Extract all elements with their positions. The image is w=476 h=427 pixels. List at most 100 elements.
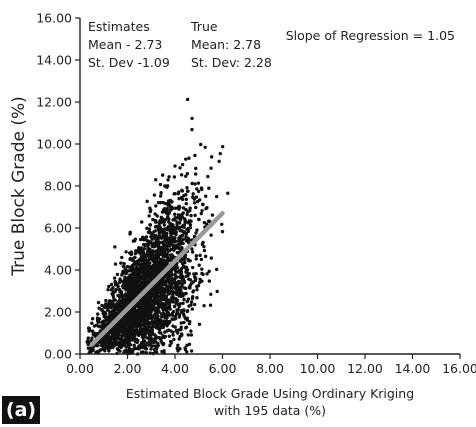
- scatter-point: [170, 299, 174, 303]
- scatter-point: [199, 257, 204, 262]
- scatter-point: [166, 259, 171, 263]
- scatter-point: [203, 254, 208, 259]
- scatter-point: [100, 303, 104, 308]
- scatter-point: [122, 283, 126, 288]
- scatter-point: [135, 324, 140, 328]
- scatter-point: [162, 227, 167, 231]
- scatter-point: [147, 333, 152, 337]
- y-tick-label: 14.00: [36, 53, 72, 68]
- scatter-point: [214, 194, 219, 199]
- scatter-point: [142, 309, 147, 314]
- scatter-point: [96, 319, 101, 324]
- scatter-point: [203, 145, 207, 149]
- scatter-point: [136, 310, 140, 315]
- scatter-point: [90, 336, 94, 340]
- scatter-point: [172, 236, 177, 240]
- scatter-point: [179, 327, 183, 332]
- scatter-point: [165, 208, 169, 212]
- scatter-point: [122, 293, 126, 298]
- scatter-point: [165, 287, 169, 292]
- scatter-point: [166, 228, 171, 232]
- scatter-point: [113, 283, 118, 287]
- scatter-point: [139, 331, 144, 335]
- scatter-point: [160, 341, 164, 345]
- scatter-point: [174, 287, 178, 292]
- scatter-point: [134, 249, 139, 253]
- y-tick-label: 2.00: [44, 305, 72, 320]
- scatter-point: [154, 178, 158, 182]
- scatter-point: [190, 281, 194, 285]
- scatter-point: [193, 172, 198, 176]
- scatter-point: [162, 261, 166, 266]
- true-stdev: St. Dev: 2.28: [191, 55, 272, 70]
- scatter-point: [141, 350, 145, 354]
- scatter-point: [163, 184, 167, 188]
- scatter-point: [208, 303, 213, 307]
- scatter-point: [134, 262, 139, 267]
- scatter-point: [111, 341, 115, 345]
- scatter-point: [144, 242, 149, 246]
- scatter-point: [182, 223, 187, 227]
- scatter-point: [190, 181, 194, 186]
- scatter-point: [166, 225, 170, 229]
- scatter-point: [179, 239, 184, 244]
- scatter-point: [178, 259, 182, 263]
- scatter-point: [161, 325, 166, 329]
- scatter-point: [202, 248, 207, 253]
- scatter-point: [190, 296, 195, 301]
- scatter-point: [130, 309, 135, 313]
- true-mean: Mean: 2.78: [191, 37, 261, 52]
- scatter-point: [129, 276, 133, 280]
- scatter-point: [197, 280, 202, 285]
- scatter-point: [147, 214, 151, 218]
- scatter-point: [154, 340, 158, 344]
- scatter-point: [90, 349, 95, 353]
- scatter-point: [102, 322, 106, 327]
- scatter-point: [160, 294, 164, 299]
- scatter-point: [115, 341, 119, 346]
- scatter-point: [162, 233, 166, 237]
- scatter-point: [127, 350, 131, 354]
- scatter-point: [159, 285, 163, 290]
- scatter-point: [131, 239, 136, 243]
- scatter-point: [175, 266, 180, 270]
- scatter-point: [144, 254, 148, 258]
- scatter-point: [179, 321, 183, 325]
- estimates-header: Estimates: [88, 19, 150, 34]
- scatter-point: [153, 349, 158, 354]
- scatter-point: [162, 298, 167, 302]
- scatter-point: [135, 329, 139, 333]
- scatter-point: [147, 312, 152, 316]
- scatter-point: [198, 277, 202, 281]
- scatter-point: [149, 302, 153, 307]
- scatter-point: [168, 222, 173, 226]
- scatter-point: [166, 255, 170, 260]
- scatter-point: [169, 236, 173, 240]
- scatter-point: [146, 260, 150, 265]
- scatter-point: [188, 226, 192, 230]
- scatter-point: [188, 223, 193, 227]
- scatter-point: [156, 242, 161, 247]
- scatter-point: [142, 242, 146, 247]
- scatter-point: [197, 217, 201, 222]
- scatter-point: [123, 322, 127, 326]
- scatter-point: [150, 325, 155, 329]
- scatter-point: [96, 324, 101, 328]
- scatter-point: [129, 294, 134, 299]
- scatter-point: [141, 274, 145, 279]
- scatter-point: [182, 265, 187, 269]
- scatter-point: [139, 255, 144, 259]
- scatter-point: [159, 267, 163, 271]
- scatter-point: [126, 292, 131, 297]
- scatter-point: [145, 296, 150, 300]
- scatter-point: [159, 190, 163, 195]
- scatter-point: [207, 186, 211, 190]
- scatter-point: [90, 321, 94, 325]
- scatter-point: [153, 212, 157, 216]
- scatter-point: [109, 303, 113, 307]
- scatter-point: [188, 320, 192, 324]
- scatter-point: [175, 346, 179, 351]
- scatter-point: [144, 280, 149, 284]
- x-tick-label: 14.00: [395, 361, 431, 376]
